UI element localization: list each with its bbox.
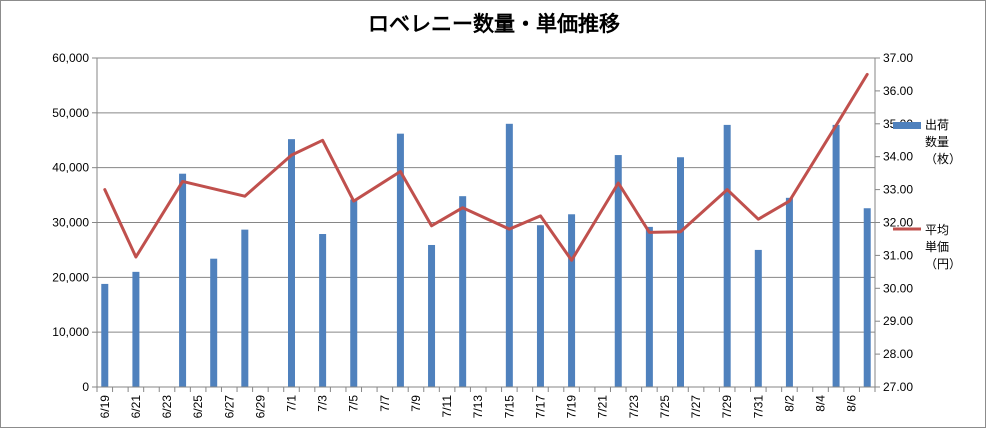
bar-series	[101, 123, 871, 388]
bar	[396, 133, 404, 387]
x-axis-tick-label: 7/19	[565, 395, 579, 419]
right-axis-tick-label: 31.00	[883, 248, 913, 262]
bar	[614, 155, 622, 387]
left-axis-tick-label: 50,000	[52, 106, 89, 120]
left-axis-tick-label: 40,000	[52, 161, 89, 175]
x-axis-tick-label: 7/9	[409, 395, 423, 412]
bar	[350, 199, 358, 387]
legend-bar-label: 出荷	[925, 118, 949, 132]
right-axis-tick-label: 32.00	[883, 216, 913, 230]
bar	[568, 214, 576, 387]
bar	[645, 226, 653, 387]
x-axis-tick-label: 7/7	[378, 395, 392, 412]
x-axis-tick-label: 6/27	[222, 395, 236, 419]
legend-line-label: （円）	[925, 257, 961, 271]
right-axis-tick-label: 37.00	[883, 51, 913, 65]
right-axis-tick-label: 36.00	[883, 84, 913, 98]
bar	[241, 229, 249, 387]
bar	[754, 249, 762, 387]
x-axis-tick-label: 7/31	[751, 395, 765, 419]
x-axis-tick-label: 6/21	[129, 395, 143, 419]
legend-bar-swatch	[893, 122, 921, 129]
left-axis-tick-label: 10,000	[52, 325, 89, 339]
x-axis-tick-label: 7/29	[720, 395, 734, 419]
x-axis-tick-label: 6/19	[98, 395, 112, 419]
price-line	[103, 72, 869, 262]
right-axis-tick-label: 30.00	[883, 281, 913, 295]
bar	[101, 283, 109, 387]
x-axis-tick-label: 6/29	[253, 395, 267, 419]
bar	[723, 124, 731, 387]
right-axis-tick-label: 28.00	[883, 347, 913, 361]
x-axis-tick-label: 8/2	[782, 395, 796, 412]
x-axis-tick-label: 7/5	[347, 395, 361, 412]
right-axis-tick-label: 33.00	[883, 183, 913, 197]
right-axis-tick-label: 29.00	[883, 314, 913, 328]
line-series	[103, 72, 869, 262]
axes: 0 10,000 20,000 30,000 40,000 50,000 60,000 27.…	[52, 51, 913, 418]
legend-bar-label: （枚）	[925, 151, 961, 166]
left-axis-tick-label: 20,000	[52, 270, 89, 284]
x-axis-tick-label: 7/17	[533, 395, 547, 419]
legend-line-label: 平均	[925, 223, 949, 237]
x-axis-tick-label: 8/6	[845, 395, 859, 412]
right-axis-tick-label: 34.00	[883, 150, 913, 164]
bar	[785, 197, 793, 387]
left-axis-tick-label: 60,000	[52, 51, 89, 65]
chart-title: ロベレニー数量・単価推移	[368, 12, 620, 36]
bar	[179, 173, 187, 387]
bar	[288, 139, 295, 387]
x-axis-tick-label: 7/27	[689, 395, 703, 419]
x-axis-tick-label: 7/25	[658, 395, 672, 419]
bar	[677, 157, 684, 387]
gridlines	[97, 57, 875, 333]
x-axis-tick-label: 8/4	[814, 395, 828, 412]
bar	[428, 244, 436, 387]
x-axis-tick-label: 7/15	[502, 395, 516, 419]
x-axis-tick-label: 7/23	[627, 395, 641, 419]
left-axis-tick-label: 30,000	[52, 216, 89, 230]
x-axis-tick-label: 6/25	[191, 395, 205, 419]
bar	[132, 271, 140, 387]
x-axis-tick-label: 7/13	[471, 395, 485, 419]
right-axis-tick-label: 27.00	[883, 380, 913, 394]
x-axis-tick-label: 7/1	[285, 395, 299, 412]
bar	[505, 123, 513, 388]
bar	[863, 208, 871, 387]
bar	[319, 234, 327, 387]
legend-line-label: 単価	[925, 240, 949, 254]
bar	[536, 225, 544, 387]
bar	[210, 258, 218, 387]
left-axis-tick-label: 0	[82, 380, 89, 394]
x-axis-tick-label: 7/21	[596, 395, 610, 419]
x-axis-tick-label: 6/23	[160, 395, 174, 419]
x-axis-tick-label: 7/3	[316, 395, 330, 412]
bar	[459, 196, 467, 387]
x-axis-tick-label: 7/11	[440, 395, 454, 418]
legend-bar-label: 数量	[925, 134, 949, 149]
bar	[832, 124, 840, 387]
